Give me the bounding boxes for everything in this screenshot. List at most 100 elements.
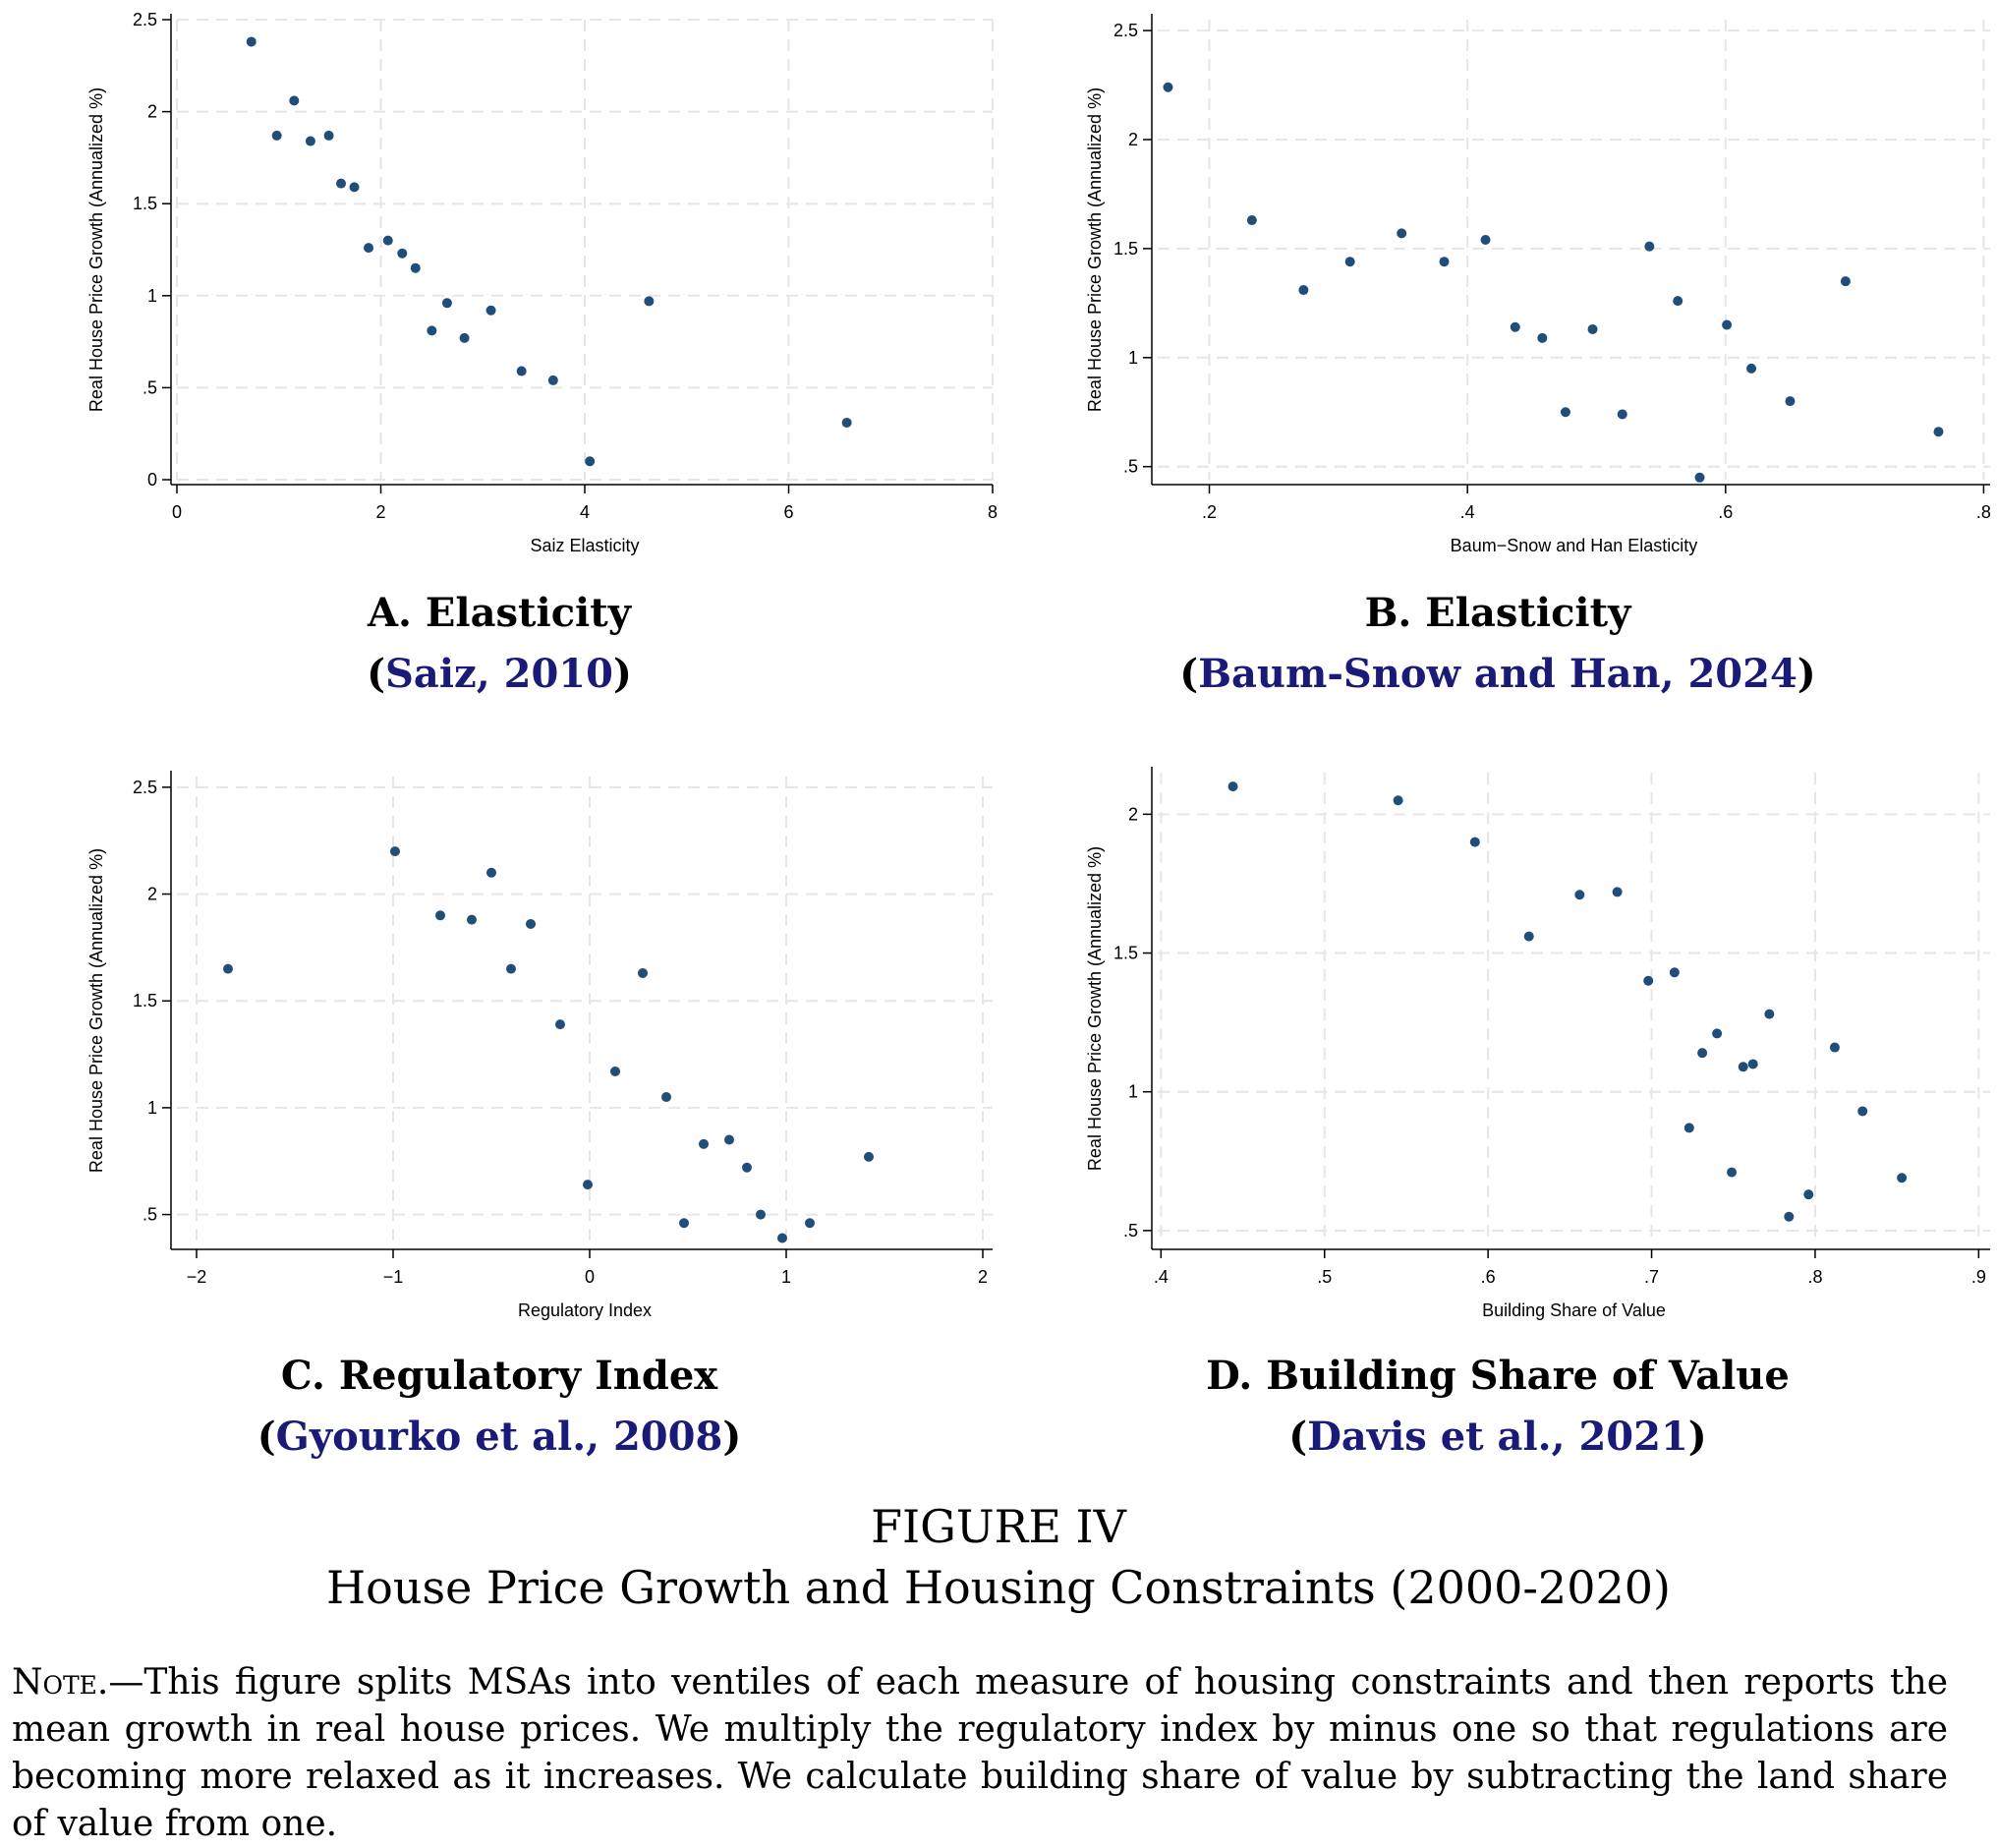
data-point	[777, 1233, 787, 1243]
data-point	[679, 1218, 689, 1229]
data-point	[349, 182, 360, 193]
data-point	[271, 130, 282, 141]
data-point	[1523, 931, 1534, 942]
data-point	[459, 332, 470, 343]
data-point	[555, 1019, 565, 1030]
citation-link[interactable]: Saiz, 2010	[385, 651, 613, 697]
data-point	[841, 417, 852, 428]
y-tick-label: 2	[147, 102, 157, 122]
figure-title: House Price Growth and Housing Constrain…	[326, 1561, 1671, 1614]
data-point	[1439, 257, 1450, 267]
paren-open: (	[257, 1414, 276, 1460]
y-tick-label: 1.5	[1113, 944, 1138, 963]
data-point	[390, 846, 400, 857]
panel-b: .2 .4 .6 .8 .5 1 1.5 2 2.5 Baum−Snow and Han Elas…	[998, 0, 1997, 757]
data-point	[441, 298, 452, 309]
scatter-chart-b: .2 .4 .6 .8 .5 1 1.5 2 2.5 Baum−Snow and Han Elas…	[1085, 14, 1991, 555]
data-point	[1227, 781, 1238, 792]
panel-d-title: D. Building Share of Value	[1206, 1353, 1790, 1399]
data-point	[610, 1066, 620, 1076]
panel-d-citation: (Davis et al., 2021)	[998, 1414, 1997, 1460]
data-point	[1587, 323, 1598, 334]
data-point	[1712, 1028, 1723, 1039]
data-point	[1574, 890, 1585, 900]
paren-open: (	[1179, 651, 1199, 697]
data-point	[585, 456, 596, 467]
data-point	[1727, 1167, 1738, 1178]
data-point	[336, 178, 347, 189]
x-tick-label: .2	[1202, 502, 1217, 522]
y-tick-label: 2	[1128, 804, 1138, 824]
y-tick-label: 1.5	[1113, 239, 1138, 259]
data-point	[1298, 285, 1309, 296]
paren-open: (	[1288, 1414, 1308, 1460]
data-point	[1643, 975, 1654, 986]
data-point	[1747, 1059, 1758, 1069]
y-axis-title: Real House Price Growth (Annualized %)	[1085, 87, 1105, 412]
data-point	[323, 130, 334, 141]
citation-link[interactable]: Baum-Snow and Han, 2024	[1198, 651, 1797, 697]
data-point	[526, 918, 536, 929]
x-tick-label: .7	[1644, 1267, 1659, 1287]
y-tick-label: 1	[1128, 348, 1138, 368]
y-tick-label: 1	[147, 286, 157, 306]
data-point	[1897, 1173, 1908, 1184]
data-point	[1397, 228, 1407, 239]
note-label: Note.	[12, 1662, 109, 1703]
x-tick-label: 4	[580, 502, 590, 522]
data-point	[1785, 396, 1796, 407]
y-tick-label: 2.5	[133, 10, 157, 29]
citation-link[interactable]: Davis et al., 2021	[1307, 1414, 1688, 1460]
data-point	[1722, 319, 1733, 330]
data-point	[435, 910, 445, 921]
x-tick-label: −1	[383, 1267, 404, 1287]
y-tick-label: 2.5	[133, 778, 157, 797]
data-point	[1694, 472, 1705, 483]
x-tick-label: 2	[375, 502, 385, 522]
y-tick-label: .5	[1123, 1221, 1138, 1241]
data-point	[1803, 1189, 1814, 1200]
y-tick-label: 1	[147, 1098, 157, 1118]
data-point	[1537, 332, 1548, 343]
data-point	[1738, 1062, 1748, 1072]
x-tick-label: 2	[978, 1267, 988, 1287]
panel-b-title: B. Elasticity	[1364, 590, 1631, 636]
citation-link[interactable]: Gyourko et al., 2008	[275, 1414, 723, 1460]
x-tick-label: 8	[988, 502, 998, 522]
y-tick-label: .5	[1123, 457, 1138, 477]
data-point	[289, 95, 300, 106]
paren-close: )	[722, 1414, 742, 1460]
data-point	[506, 963, 516, 974]
data-point	[305, 136, 315, 146]
y-tick-label: .5	[143, 377, 157, 397]
x-tick-label: .4	[1154, 1267, 1169, 1287]
data-point	[1393, 795, 1403, 806]
x-tick-label: .8	[1807, 1267, 1822, 1287]
figure-note: Note.—This figure splits MSAs into venti…	[12, 1659, 1948, 1848]
panel-a: 0 2 4 6 8 0 .5 1 1.5 2 2.5 Saiz Elasticity Real Hous…	[0, 0, 998, 757]
data-point	[1246, 215, 1257, 226]
data-point	[485, 305, 496, 316]
data-point	[1560, 407, 1570, 418]
paren-close: )	[1797, 651, 1816, 697]
y-tick-label: .5	[143, 1205, 157, 1225]
data-point	[246, 36, 257, 47]
x-tick-label: −2	[187, 1267, 207, 1287]
data-point	[397, 248, 408, 259]
y-tick-label: 1.5	[133, 194, 157, 213]
data-point	[583, 1180, 593, 1190]
data-point	[638, 967, 648, 978]
x-tick-label: .5	[1317, 1267, 1332, 1287]
panel-a-citation: (Saiz, 2010)	[0, 651, 998, 697]
data-point	[644, 296, 655, 307]
scatter-chart-a: 0 2 4 6 8 0 .5 1 1.5 2 2.5 Saiz Elasticity Real Hous…	[86, 10, 998, 555]
panel-d: .4 .5 .6 .7 .8 .9 .5 1 1.5 2 Building Share of Val…	[998, 757, 1997, 1514]
panel-a-title: A. Elasticity	[368, 590, 631, 636]
x-tick-label: .6	[1718, 502, 1733, 522]
data-point	[1669, 967, 1680, 978]
data-point	[410, 262, 421, 273]
data-point	[364, 243, 374, 254]
data-point	[1344, 257, 1355, 267]
x-tick-label: .6	[1481, 1267, 1496, 1287]
data-point	[547, 375, 558, 385]
